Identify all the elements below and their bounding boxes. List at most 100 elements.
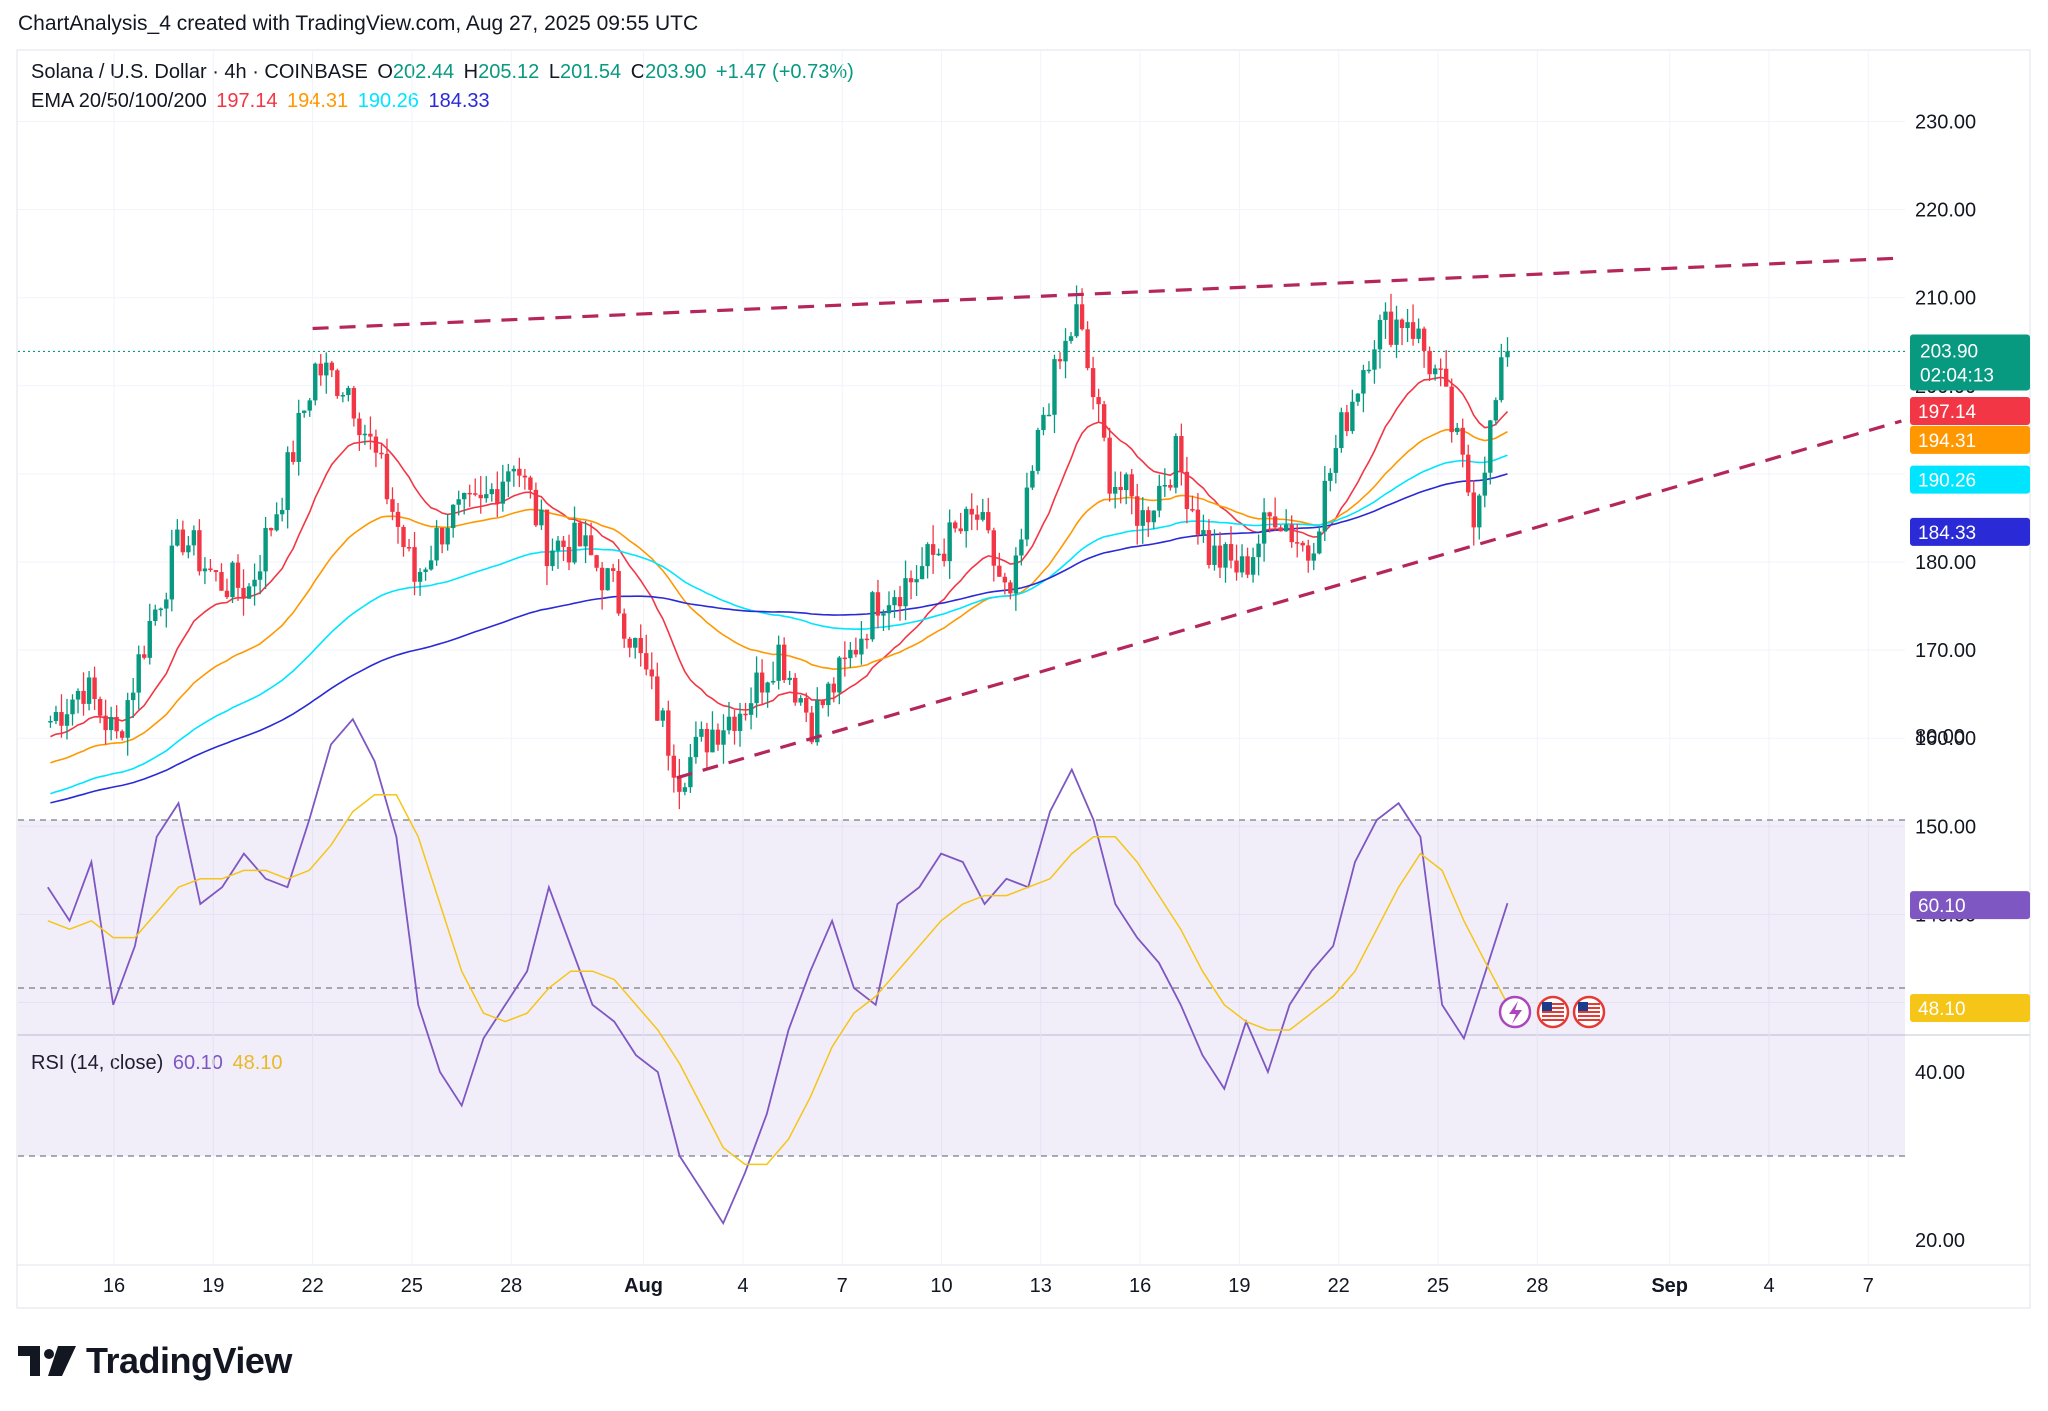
candle-body <box>787 677 792 681</box>
price-tick-label: 160.00 <box>1915 728 1976 750</box>
candle-body <box>484 494 489 499</box>
candle-body <box>859 638 864 655</box>
time-tick-label: 19 <box>1228 1275 1250 1297</box>
candle-body <box>1013 555 1019 594</box>
candle-body <box>1223 544 1228 568</box>
flag-stripe <box>1542 1003 1564 1005</box>
trendlines[interactable] <box>312 256 1902 780</box>
candle-body <box>566 546 572 563</box>
candle-body <box>776 644 781 681</box>
candle-body <box>715 729 721 745</box>
time-tick-label: 7 <box>1863 1275 1874 1297</box>
candle-body <box>1090 368 1096 398</box>
candle-body <box>594 555 599 568</box>
candle-body <box>302 410 307 413</box>
candle-body <box>1228 544 1234 561</box>
candle-body <box>379 452 384 455</box>
candle-body <box>1416 328 1421 339</box>
rsi-band-fill <box>18 820 1905 1156</box>
candle-body <box>958 528 963 532</box>
price-tick-label: 150.00 <box>1915 816 1976 838</box>
candle-body <box>644 653 649 670</box>
candle-body <box>1477 495 1482 528</box>
candle-body <box>1239 556 1245 573</box>
price-tick-label: 180.00 <box>1915 552 1976 574</box>
time-tick-label: 7 <box>837 1275 848 1297</box>
candle-body <box>296 412 301 462</box>
candle-body <box>202 568 208 572</box>
candle-body <box>423 569 428 573</box>
ema-legend[interactable]: EMA 20/50/100/200 197.14 194.31 190.26 1… <box>31 90 494 113</box>
open-value: 202.44 <box>392 61 455 83</box>
flag-stripe <box>1578 1003 1600 1005</box>
tradingview-logo[interactable]: TradingView <box>18 1340 292 1382</box>
candle-body <box>368 433 373 437</box>
candle-body <box>335 370 340 396</box>
candle-body <box>213 570 219 573</box>
candle-body <box>456 499 461 505</box>
flag-stripe <box>1578 1019 1600 1021</box>
rsi-value: 60.10 <box>172 1052 223 1074</box>
candle-body <box>897 597 903 607</box>
candle-body <box>318 363 323 376</box>
candle-body <box>1074 304 1079 337</box>
candle-body <box>1052 359 1057 415</box>
candle-body <box>952 522 958 529</box>
candle-body <box>677 777 682 792</box>
candle-body <box>1317 531 1322 554</box>
candle-body <box>633 638 638 648</box>
event-icons[interactable] <box>1498 995 1606 1029</box>
candle-body <box>246 586 252 599</box>
price-tick-label: 210.00 <box>1915 288 1976 310</box>
candle-body <box>1267 512 1272 517</box>
candle-body <box>1063 340 1068 362</box>
candle-body <box>1493 400 1499 421</box>
candle-body <box>616 570 621 614</box>
candle-body <box>577 522 583 547</box>
candle-body <box>1289 524 1294 543</box>
price-tick-label: 220.00 <box>1915 200 1976 222</box>
candle-body <box>759 672 765 693</box>
candle-body <box>450 504 456 529</box>
rsi-tag-bg <box>1910 891 2030 920</box>
candle-body <box>914 579 919 583</box>
candle-body <box>412 547 417 582</box>
rsi-line <box>47 717 1509 1226</box>
candle-body <box>103 715 108 731</box>
candle-body <box>114 717 119 732</box>
candle-body <box>1234 560 1239 573</box>
candle-body <box>500 481 506 504</box>
candle-body <box>1399 319 1405 328</box>
candle-body <box>754 672 759 704</box>
candle-body <box>1107 437 1112 494</box>
rsi-band <box>18 819 1905 1157</box>
candle-body <box>555 540 561 551</box>
candle-body <box>235 562 241 588</box>
ema50-line <box>50 428 1508 764</box>
symbol-title[interactable]: Solana / U.S. Dollar · 4h · COINBASE <box>31 61 368 83</box>
candle-body <box>919 566 925 580</box>
candle-body <box>1377 319 1383 350</box>
rsi-legend[interactable]: RSI (14, close) 60.10 48.10 <box>31 1052 287 1075</box>
flag-stripe <box>1542 1015 1564 1017</box>
candle-body <box>627 638 632 648</box>
candle-body <box>1201 530 1206 535</box>
candle-body <box>588 535 594 556</box>
rsi-tick-label: 80.00 <box>1915 726 1965 748</box>
candle-body <box>351 387 357 419</box>
brand-name: TradingView <box>86 1340 292 1381</box>
candle-body <box>925 544 930 567</box>
candle-body <box>1057 359 1063 362</box>
rsi-ma-tag-bg <box>1910 993 2030 1022</box>
lightning-icon <box>1509 1001 1522 1024</box>
candle-body <box>241 587 246 599</box>
candle-body <box>1443 368 1449 387</box>
candle-body <box>268 527 274 531</box>
candle-body <box>511 468 517 472</box>
candle-body <box>605 568 610 591</box>
candle-body <box>572 522 577 563</box>
candle-body <box>219 572 224 591</box>
candle-body <box>886 605 892 614</box>
candle-body <box>1328 472 1333 481</box>
